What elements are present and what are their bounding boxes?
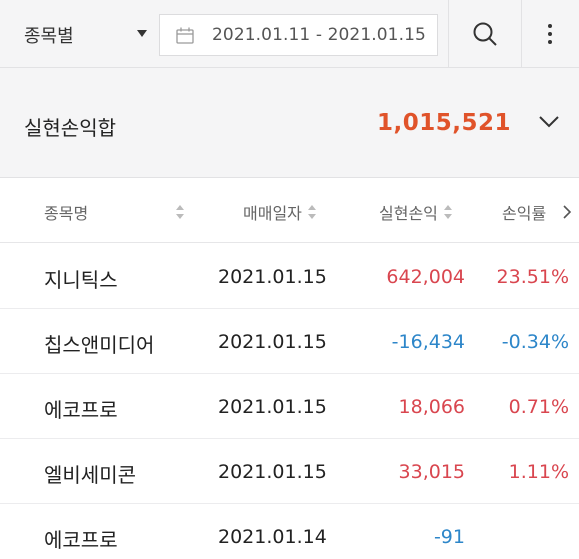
column-header-pnl[interactable]: 실현손익 bbox=[379, 200, 452, 224]
group-by-dropdown[interactable]: 종목별 bbox=[24, 20, 150, 50]
sort-icon bbox=[176, 205, 185, 219]
table-header: 종목명 매매일자 실현손익 손익률 bbox=[0, 179, 579, 243]
realized-pnl: 33,015 bbox=[398, 461, 465, 483]
caret-down-icon bbox=[137, 30, 147, 37]
table-row[interactable]: 에코프로 2021.01.14 -91 bbox=[0, 504, 579, 559]
column-header-date[interactable]: 매매일자 bbox=[243, 200, 316, 224]
sort-icon bbox=[443, 205, 452, 219]
group-by-label: 종목별 bbox=[24, 26, 74, 47]
column-header-label: 종목명 bbox=[44, 204, 89, 223]
date-range-text: 2021.01.11 - 2021.01.15 bbox=[212, 25, 426, 45]
pnl-rate: 1.11% bbox=[508, 461, 569, 483]
filter-bar: 종목별 2021.01.11 - 2021.01.15 bbox=[0, 0, 579, 68]
stock-name: 지니틱스 bbox=[44, 268, 118, 292]
pnl-rate: 23.51% bbox=[496, 266, 569, 288]
column-header-label: 실현손익 bbox=[379, 204, 438, 223]
summary-title: 실현손익합 bbox=[24, 116, 116, 140]
date-range-picker[interactable]: 2021.01.11 - 2021.01.15 bbox=[159, 14, 438, 56]
trade-date: 2021.01.15 bbox=[218, 396, 327, 418]
trade-date: 2021.01.15 bbox=[218, 266, 327, 288]
more-vertical-icon bbox=[548, 24, 552, 44]
stock-name: 에코프로 bbox=[44, 398, 118, 422]
column-header-name[interactable]: 종목명 bbox=[44, 200, 185, 224]
table-row[interactable]: 엘비세미콘 2021.01.15 33,015 1.11% bbox=[0, 439, 579, 504]
chevron-down-icon[interactable] bbox=[538, 115, 560, 129]
trade-date: 2021.01.14 bbox=[218, 526, 327, 548]
realized-pnl-summary: 실현손익합 1,015,521 bbox=[0, 68, 579, 178]
stock-name: 칩스앤미디어 bbox=[44, 333, 155, 357]
table-row[interactable]: 에코프로 2021.01.15 18,066 0.71% bbox=[0, 374, 579, 439]
pnl-rate: -0.34% bbox=[501, 331, 569, 353]
divider bbox=[521, 0, 522, 68]
trade-date: 2021.01.15 bbox=[218, 331, 327, 353]
stock-name: 엘비세미콘 bbox=[44, 463, 136, 487]
column-header-label: 매매일자 bbox=[243, 204, 302, 223]
search-button[interactable] bbox=[460, 14, 510, 54]
realized-pnl: -16,434 bbox=[391, 331, 465, 353]
calendar-icon bbox=[176, 27, 194, 44]
more-options-button[interactable] bbox=[530, 14, 570, 54]
divider bbox=[448, 0, 449, 68]
search-icon bbox=[473, 22, 497, 46]
sort-icon bbox=[307, 205, 316, 219]
table-row[interactable]: 칩스앤미디어 2021.01.15 -16,434 -0.34% bbox=[0, 309, 579, 374]
column-header-label: 손익률 bbox=[502, 204, 547, 223]
trade-date: 2021.01.15 bbox=[218, 461, 327, 483]
realized-pnl: -91 bbox=[433, 526, 465, 548]
realized-pnl: 18,066 bbox=[398, 396, 465, 418]
column-header-rate[interactable]: 손익률 bbox=[502, 200, 546, 224]
chevron-right-icon[interactable] bbox=[562, 204, 572, 220]
summary-total: 1,015,521 bbox=[377, 110, 511, 136]
pnl-rate: 0.71% bbox=[508, 396, 569, 418]
realized-pnl: 642,004 bbox=[386, 266, 465, 288]
stock-name: 에코프로 bbox=[44, 528, 118, 552]
table-row[interactable]: 지니틱스 2021.01.15 642,004 23.51% bbox=[0, 244, 579, 309]
